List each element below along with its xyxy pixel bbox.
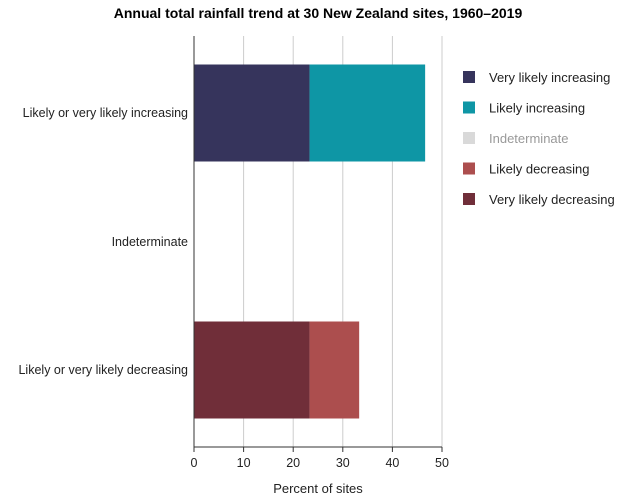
legend-swatch: [463, 193, 475, 205]
x-tick-label: 40: [385, 456, 399, 470]
legend-label: Indeterminate: [489, 131, 569, 146]
legend-swatch: [463, 132, 475, 144]
legend-label: Very likely decreasing: [489, 192, 615, 207]
bar-likely-decreasing: [309, 321, 360, 419]
x-tick-label: 30: [336, 456, 350, 470]
x-tick-label: 0: [191, 456, 198, 470]
bar-very-likely-decreasing: [194, 321, 310, 419]
category-label: Likely or very likely increasing: [23, 106, 188, 120]
category-label: Indeterminate: [112, 235, 188, 249]
x-tick-label: 10: [237, 456, 251, 470]
x-ticks: 0 10 20 30 40 50: [191, 447, 449, 470]
x-axis-label: Percent of sites: [273, 481, 363, 496]
legend-swatch: [463, 71, 475, 83]
chart-title: Annual total rainfall trend at 30 New Ze…: [114, 5, 523, 21]
legend-swatch: [463, 101, 475, 114]
legend: Very likely increasing Likely increasing I…: [463, 70, 615, 207]
bar-very-likely-increasing: [194, 64, 310, 162]
category-label: Likely or very likely decreasing: [18, 363, 188, 377]
bars: [194, 64, 426, 419]
bar-likely-increasing: [309, 64, 426, 162]
legend-label: Likely decreasing: [489, 162, 589, 177]
legend-swatch: [463, 162, 475, 175]
legend-label: Very likely increasing: [489, 70, 610, 85]
x-tick-label: 50: [435, 456, 449, 470]
category-labels: Likely or very likely increasing Indeterm…: [18, 106, 188, 377]
axes: [193, 36, 442, 448]
x-tick-label: 20: [286, 456, 300, 470]
legend-label: Likely increasing: [489, 101, 585, 116]
